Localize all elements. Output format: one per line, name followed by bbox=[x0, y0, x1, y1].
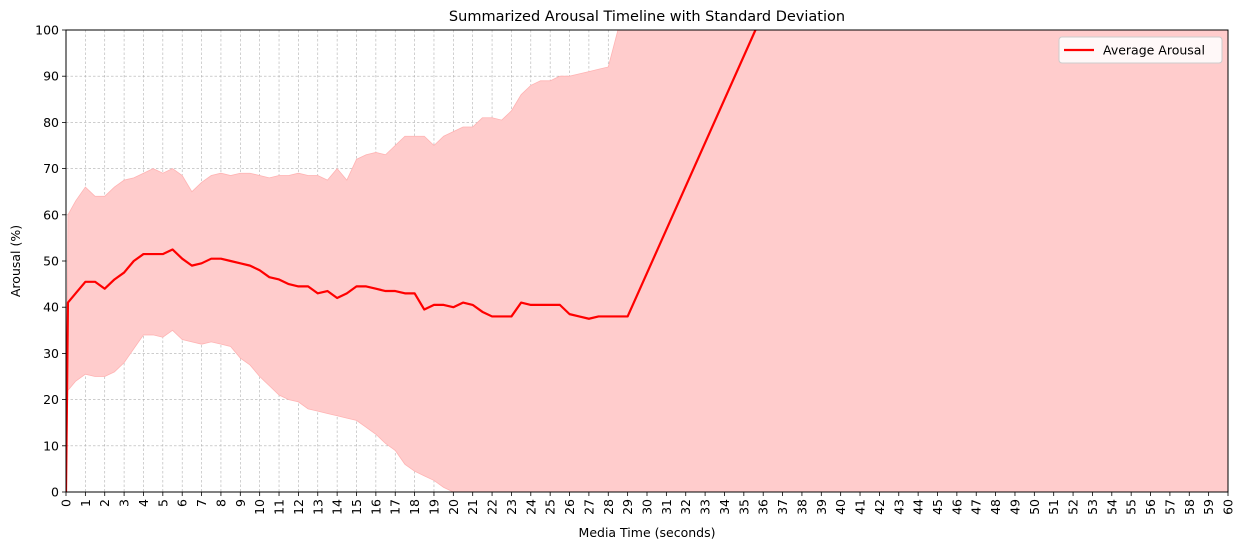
series-line-average-arousal bbox=[66, 30, 757, 492]
x-tick-label-21: 21 bbox=[465, 499, 480, 515]
x-tick-label-12: 12 bbox=[291, 499, 306, 515]
x-tick-label-43: 43 bbox=[891, 499, 906, 515]
x-tick-label-28: 28 bbox=[601, 499, 616, 515]
x-tick-label-38: 38 bbox=[794, 499, 809, 515]
x-tick-label-55: 55 bbox=[1124, 499, 1139, 515]
x-tick-label-32: 32 bbox=[678, 499, 693, 515]
x-tick-label-3: 3 bbox=[117, 499, 132, 507]
std-band-area bbox=[66, 30, 1228, 492]
x-tick-label-30: 30 bbox=[640, 499, 655, 515]
x-axis-ticks: 0 1 2 3 4 5 6 7 8 9 10 11 12 13 14 15 16 17 18 19 20 21 22 23 24… bbox=[59, 492, 1236, 515]
y-tick-label-20: 20 bbox=[43, 392, 59, 407]
x-tick-label-27: 27 bbox=[581, 499, 596, 515]
x-tick-label-17: 17 bbox=[388, 499, 403, 515]
x-tick-label-25: 25 bbox=[543, 499, 558, 515]
y-tick-label-30: 30 bbox=[43, 346, 59, 361]
x-tick-label-22: 22 bbox=[485, 499, 500, 515]
x-tick-label-33: 33 bbox=[698, 499, 713, 515]
x-tick-label-54: 54 bbox=[1104, 499, 1119, 515]
x-tick-label-45: 45 bbox=[930, 499, 945, 515]
x-tick-label-56: 56 bbox=[1143, 499, 1158, 515]
x-tick-label-31: 31 bbox=[659, 499, 674, 515]
legend-box bbox=[1058, 36, 1223, 64]
y-tick-label-70: 70 bbox=[43, 161, 59, 176]
x-tick-label-37: 37 bbox=[775, 499, 790, 515]
y-tick-label-60: 60 bbox=[43, 207, 59, 222]
y-tick-label-0: 0 bbox=[51, 485, 59, 500]
series-layer bbox=[66, 30, 757, 492]
x-tick-label-2: 2 bbox=[97, 499, 112, 507]
y-tick-label-40: 40 bbox=[43, 300, 59, 315]
legend: Average Arousal bbox=[1058, 36, 1223, 64]
x-tick-label-4: 4 bbox=[136, 499, 151, 507]
x-tick-label-5: 5 bbox=[155, 499, 170, 507]
std-band-layer bbox=[66, 30, 1228, 492]
x-tick-label-9: 9 bbox=[233, 499, 248, 507]
x-tick-label-58: 58 bbox=[1182, 499, 1197, 515]
y-tick-label-50: 50 bbox=[43, 254, 59, 269]
x-tick-label-40: 40 bbox=[833, 499, 848, 515]
x-tick-label-26: 26 bbox=[562, 499, 577, 515]
chart-title: Summarized Arousal Timeline with Standar… bbox=[449, 9, 845, 25]
y-tick-label-10: 10 bbox=[43, 438, 59, 453]
y-axis-label: Arousal (%) bbox=[8, 225, 23, 297]
x-tick-label-16: 16 bbox=[368, 499, 383, 515]
legend-label-average-arousal: Average Arousal bbox=[1103, 43, 1205, 58]
x-tick-label-44: 44 bbox=[911, 499, 926, 515]
x-tick-label-39: 39 bbox=[814, 499, 829, 515]
y-tick-label-80: 80 bbox=[43, 115, 59, 130]
x-tick-label-46: 46 bbox=[949, 499, 964, 515]
x-tick-label-19: 19 bbox=[426, 499, 441, 515]
x-tick-label-41: 41 bbox=[853, 499, 868, 515]
x-tick-label-50: 50 bbox=[1027, 499, 1042, 515]
x-tick-label-14: 14 bbox=[330, 499, 345, 515]
y-tick-label-90: 90 bbox=[43, 69, 59, 84]
x-tick-label-42: 42 bbox=[872, 499, 887, 515]
x-tick-label-48: 48 bbox=[988, 499, 1003, 515]
x-tick-label-8: 8 bbox=[213, 499, 228, 507]
x-tick-label-53: 53 bbox=[1085, 499, 1100, 515]
x-tick-label-24: 24 bbox=[523, 499, 538, 515]
x-tick-label-23: 23 bbox=[504, 499, 519, 515]
x-tick-label-57: 57 bbox=[1162, 499, 1177, 515]
x-tick-label-60: 60 bbox=[1221, 499, 1236, 515]
x-tick-label-11: 11 bbox=[272, 499, 287, 515]
x-tick-label-15: 15 bbox=[349, 499, 364, 515]
x-tick-label-35: 35 bbox=[736, 499, 751, 515]
x-tick-label-59: 59 bbox=[1201, 499, 1216, 515]
x-tick-label-34: 34 bbox=[717, 499, 732, 515]
x-tick-label-49: 49 bbox=[1007, 499, 1022, 515]
x-tick-label-20: 20 bbox=[446, 499, 461, 515]
x-tick-label-47: 47 bbox=[969, 499, 984, 515]
x-tick-label-52: 52 bbox=[1066, 499, 1081, 515]
y-tick-label-100: 100 bbox=[35, 23, 59, 38]
x-axis-label: Media Time (seconds) bbox=[579, 525, 716, 540]
x-tick-label-51: 51 bbox=[1046, 499, 1061, 515]
x-tick-label-36: 36 bbox=[756, 499, 771, 515]
x-tick-label-6: 6 bbox=[175, 499, 190, 507]
x-tick-label-7: 7 bbox=[194, 499, 209, 507]
x-tick-label-13: 13 bbox=[310, 499, 325, 515]
x-tick-label-10: 10 bbox=[252, 499, 267, 515]
x-tick-label-18: 18 bbox=[407, 499, 422, 515]
x-tick-label-0: 0 bbox=[59, 499, 74, 507]
x-tick-label-29: 29 bbox=[620, 499, 635, 515]
x-tick-label-1: 1 bbox=[78, 499, 93, 507]
y-axis-ticks: 0 10 20 30 40 50 60 70 80 90 100 bbox=[35, 23, 66, 500]
